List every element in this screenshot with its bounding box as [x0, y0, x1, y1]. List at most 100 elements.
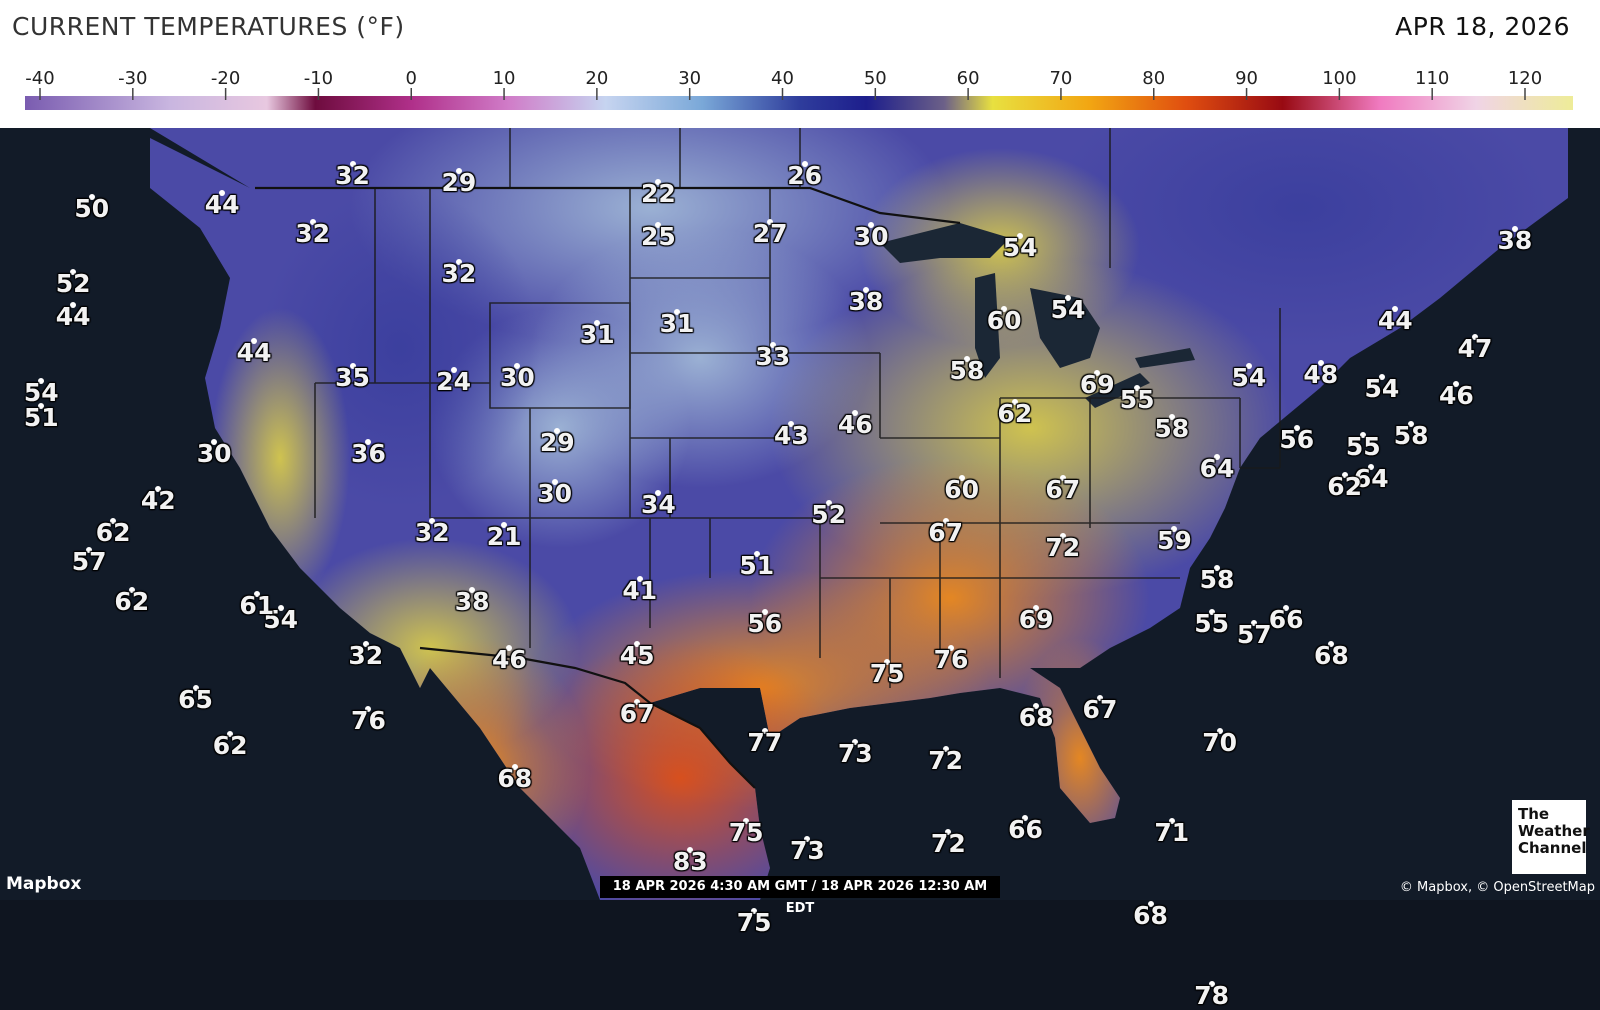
temperature-value: 54	[263, 605, 299, 635]
temperature-value: 67	[1082, 695, 1118, 725]
station-dot	[1245, 363, 1252, 370]
temperature-value: 62	[95, 518, 131, 548]
scale-tick-label: 70	[1049, 68, 1072, 89]
station-dot	[192, 684, 199, 691]
station-dot	[804, 836, 811, 843]
station-dot	[884, 659, 891, 666]
station-dot	[942, 745, 949, 752]
scale-tick-label: 60	[957, 68, 980, 89]
temperature-value: 73	[789, 836, 825, 866]
station-dot	[1283, 605, 1290, 612]
station-dot	[743, 818, 750, 825]
temperature-value: 21	[486, 522, 522, 552]
temperature-value: 32	[414, 518, 450, 548]
scale-tick-label: 30	[678, 68, 701, 89]
temperature-value: 30	[196, 439, 232, 469]
station-dot	[349, 161, 356, 168]
map-attribution[interactable]: © Mapbox, © OpenStreetMap	[1399, 880, 1595, 895]
station-dot	[227, 731, 234, 738]
station-dot	[1293, 424, 1300, 431]
station-dot	[429, 518, 436, 525]
scale-tick-label: 80	[1142, 68, 1165, 89]
scale-bar	[25, 96, 1573, 110]
temperature-value: 26	[787, 161, 823, 191]
station-dot	[963, 356, 970, 363]
temperature-map[interactable]	[0, 128, 1600, 900]
header: CURRENT TEMPERATURES (°F) APR 18, 2026 -…	[0, 0, 1600, 128]
temperature-value: 27	[752, 218, 788, 248]
temperature-value: 58	[1199, 565, 1235, 595]
logo-line-2: Weather	[1518, 822, 1590, 840]
temperature-value: 54	[1002, 233, 1038, 263]
temperature-value: 59	[1157, 525, 1192, 555]
temperature-value: 54	[23, 377, 59, 407]
temperature-value: 68	[1018, 702, 1054, 732]
temperature-value: 76	[933, 644, 969, 674]
station-dot	[761, 727, 768, 734]
station-dot	[277, 605, 284, 612]
temperature-value: 52	[55, 269, 91, 299]
temperature-value: 31	[659, 309, 695, 339]
mapbox-logo[interactable]: Mapbox	[6, 874, 82, 894]
station-dot	[1022, 814, 1029, 821]
scale-tick-label: 110	[1415, 68, 1449, 89]
station-dot	[655, 222, 662, 229]
country-border	[255, 186, 961, 789]
temperature-value: 61	[239, 590, 275, 620]
temperature-value: 47	[1457, 334, 1493, 364]
temperature-value: 30	[537, 478, 573, 508]
station-dot	[253, 590, 260, 597]
temperature-value: 38	[454, 587, 490, 617]
temperature-value: 54	[1231, 363, 1267, 393]
temperature-value: 36	[351, 439, 386, 469]
station-dot	[761, 608, 768, 615]
station-dot	[455, 258, 462, 265]
logo-line-3: Channel	[1518, 839, 1587, 857]
temperature-value: 72	[930, 828, 966, 858]
temperature-value: 46	[492, 644, 527, 674]
temperature-value: 71	[1154, 818, 1190, 848]
station-dot	[852, 738, 859, 745]
station-dot	[554, 428, 561, 435]
temperature-value: 62	[212, 731, 248, 761]
temperature-value: 48	[1303, 359, 1339, 389]
station-dot	[365, 439, 372, 446]
temperature-value: 66	[1008, 814, 1043, 844]
temperature-value: 58	[1154, 413, 1190, 443]
temperature-value: 75	[869, 659, 905, 689]
page-title: CURRENT TEMPERATURES (°F)	[12, 12, 405, 41]
scale-tick-label: 10	[493, 68, 516, 89]
temperature-value: 32	[295, 218, 330, 248]
station-dot	[86, 547, 93, 554]
station-dot	[309, 218, 316, 225]
scale-tick-label: 90	[1235, 68, 1258, 89]
station-dot	[862, 287, 869, 294]
temperature-value: 62	[1327, 471, 1363, 501]
temperature-value: 76	[351, 706, 386, 736]
temperature-value: 62	[997, 399, 1033, 429]
station-dot	[501, 522, 508, 529]
station-dot	[155, 486, 162, 492]
station-dot	[110, 518, 117, 525]
temperature-value: 68	[497, 763, 533, 793]
temperature-value: 38	[848, 287, 884, 317]
temperature-value: 25	[640, 222, 676, 252]
temperature-value: 54	[1050, 294, 1086, 324]
station-dot	[1214, 565, 1220, 572]
temperature-value: 32	[441, 258, 477, 288]
temperature-value: 55	[1194, 608, 1230, 638]
temperature-value: 44	[204, 189, 240, 219]
station-dot	[1511, 226, 1518, 233]
temperature-value: 29	[539, 428, 575, 458]
temperature-value: 51	[23, 402, 59, 432]
temperature-value: 55	[1345, 431, 1381, 461]
station-dot	[788, 421, 795, 428]
scale-tick-label: -10	[304, 68, 333, 89]
weather-channel-logo[interactable]: The Weather Channel	[1512, 800, 1590, 874]
temperature-value: 67	[928, 518, 964, 548]
temperature-value: 32	[348, 641, 384, 671]
station-dot	[38, 402, 45, 409]
temperature-value: 55	[1119, 384, 1155, 414]
temperature-value: 73	[837, 738, 873, 768]
station-dot	[1134, 384, 1141, 391]
